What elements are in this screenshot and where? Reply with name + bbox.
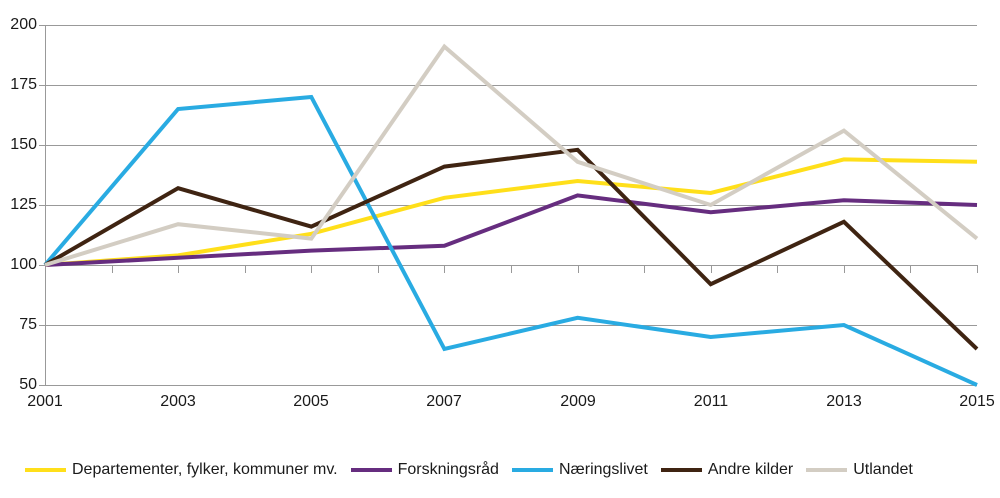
y-axis-tick [39,85,45,86]
series-line-andre-kilder [44,147,979,351]
y-gridline [45,325,977,326]
series-line-n-ringslivet [43,94,978,387]
y-axis-tick [39,265,45,266]
legend-item-forskningsr-d: Forskningsråd [350,460,499,480]
x-axis-tick [178,265,179,273]
legend-line-swatch [660,468,702,472]
series-line-utlandet [44,43,979,267]
x-axis-tick [112,265,113,273]
y-gridline [45,205,977,206]
x-axis-tick [711,265,712,273]
x-axis-label: 2015 [959,393,995,410]
y-gridline [45,145,977,146]
legend-label: Departementer, fylker, kommuner mv. [72,461,338,478]
y-gridline [45,85,977,86]
legend: Departementer, fylker, kommuner mv. Forsk… [25,456,913,484]
legend-label: Andre kilder [707,461,794,478]
legend-item-andre-kilder: Andre kilder [660,460,794,480]
y-axis-tick [39,385,45,386]
y-axis-tick [39,25,45,26]
y-axis-label: 125 [10,196,37,213]
x-axis-tick [910,265,911,273]
x-axis-tick [644,265,645,273]
legend-label: Forskningsråd [397,461,499,478]
legend-item-utlandet: Utlandet [806,460,913,480]
x-axis-tick [311,265,312,273]
legend-line-swatch [511,468,553,472]
x-axis-label: 2009 [560,393,596,410]
legend-label: Utlandet [853,461,913,478]
legend-item-departementer-fylker-kommuner-mv: Departementer, fylker, kommuner mv. [25,460,338,480]
x-axis-tick [378,265,379,273]
y-gridline [45,25,977,26]
x-axis-label: 2001 [27,393,63,410]
x-axis-label: 2013 [826,393,862,410]
legend-label: Næringslivet [558,461,648,478]
x-axis-tick [977,265,978,273]
x-axis-tick [777,265,778,273]
legend-item-n-ringslivet: Næringslivet [511,460,648,480]
x-axis-tick [444,265,445,273]
y-axis-label: 150 [10,136,37,153]
x-axis-label: 2005 [293,393,329,410]
series-line-departementer-fylker-kommuner-mv [44,157,978,267]
y-axis-tick [39,325,45,326]
x-axis-label: 2003 [160,393,196,410]
y-axis-tick [39,145,45,146]
y-axis-label: 200 [10,16,37,33]
legend-line-swatch [806,468,848,472]
y-axis-label: 50 [19,376,37,393]
y-axis-label: 175 [10,76,37,93]
x-axis-label: 2011 [693,393,729,410]
y-axis-tick [39,205,45,206]
y-axis-label: 100 [10,256,37,273]
y-axis-label: 75 [19,316,37,333]
x-axis-tick [844,265,845,273]
x-axis-tick [511,265,512,273]
legend-line-swatch [25,468,66,472]
y-axis-line [45,25,46,386]
legend-line-swatch [350,468,392,472]
x-axis-tick [245,265,246,273]
x-axis-label: 2007 [426,393,462,410]
y-gridline [45,385,977,386]
x-axis-tick [578,265,579,273]
x-axis-tick [45,265,46,273]
